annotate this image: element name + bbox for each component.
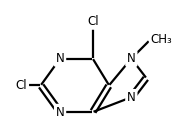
Text: Cl: Cl (87, 15, 99, 28)
Text: N: N (56, 106, 64, 119)
Text: Cl: Cl (16, 79, 27, 92)
Text: N: N (127, 91, 136, 104)
Text: CH₃: CH₃ (151, 33, 172, 46)
Text: N: N (56, 52, 64, 65)
Text: N: N (127, 52, 136, 65)
